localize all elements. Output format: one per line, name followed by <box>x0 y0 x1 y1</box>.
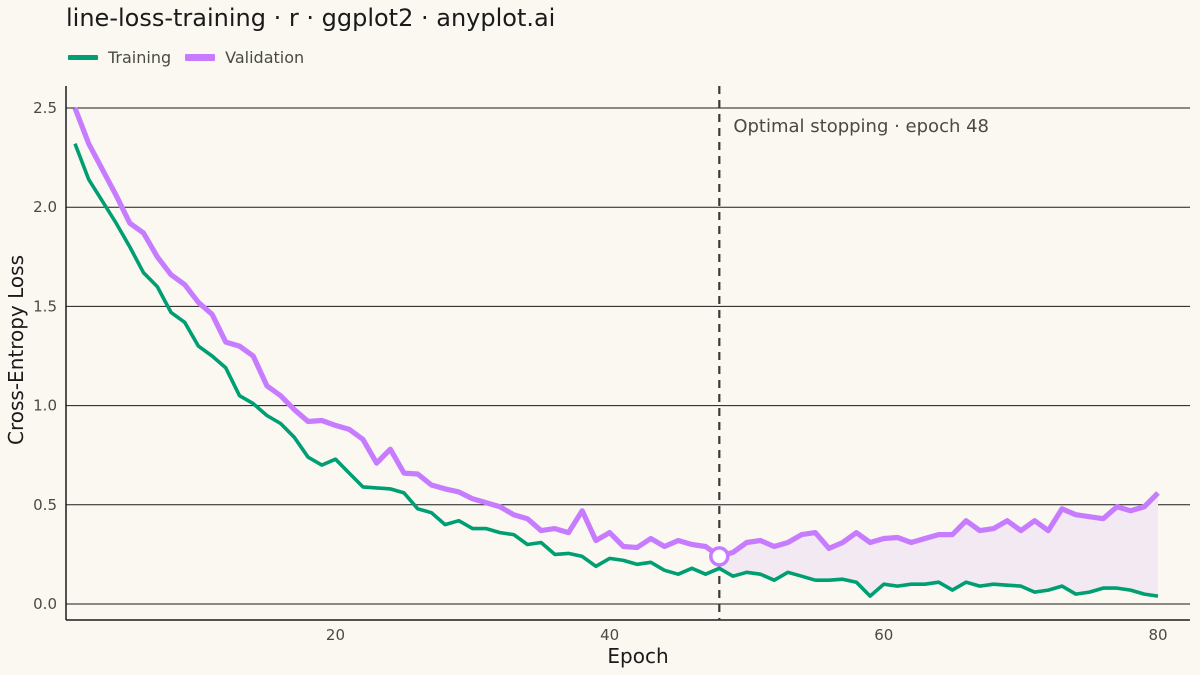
y-tick-label: 0.5 <box>33 496 57 514</box>
y-axis-title: Cross-Entropy Loss <box>4 255 28 445</box>
legend-label-validation: Validation <box>225 48 305 67</box>
training-series-line <box>73 143 1159 598</box>
y-tick-label: 2.0 <box>33 198 57 216</box>
legend-item-training: Training <box>68 48 171 67</box>
gridlines <box>66 107 1190 605</box>
optimal-stopping-annotation: Optimal stopping · epoch 48 <box>733 116 989 137</box>
y-tick-label: 1.0 <box>33 397 57 415</box>
x-tick-label: 40 <box>600 626 619 644</box>
legend-item-validation: Validation <box>185 48 304 67</box>
chart-title: line-loss-training · r · ggplot2 · anypl… <box>66 4 556 32</box>
overfit-gap-area <box>719 492 1158 597</box>
x-tick-labels: 20 40 60 80 <box>326 626 1168 644</box>
legend-swatch-training <box>68 55 98 60</box>
y-tick-label: 2.5 <box>33 99 57 117</box>
y-tick-labels: 0.0 0.5 1.0 1.5 2.0 2.5 <box>33 99 57 613</box>
y-tick-label: 0.0 <box>33 595 57 613</box>
x-axis-title: Epoch <box>607 644 668 668</box>
x-tick-label: 20 <box>326 626 345 644</box>
y-tick-label: 1.5 <box>33 297 57 315</box>
x-tick-label: 80 <box>1148 626 1167 644</box>
legend: Training Validation <box>68 48 304 67</box>
legend-label-training: Training <box>108 48 172 67</box>
validation-series-line <box>72 107 1160 559</box>
x-tick-label: 60 <box>874 626 893 644</box>
optimal-point-marker <box>709 546 730 567</box>
legend-swatch-validation <box>185 54 216 61</box>
